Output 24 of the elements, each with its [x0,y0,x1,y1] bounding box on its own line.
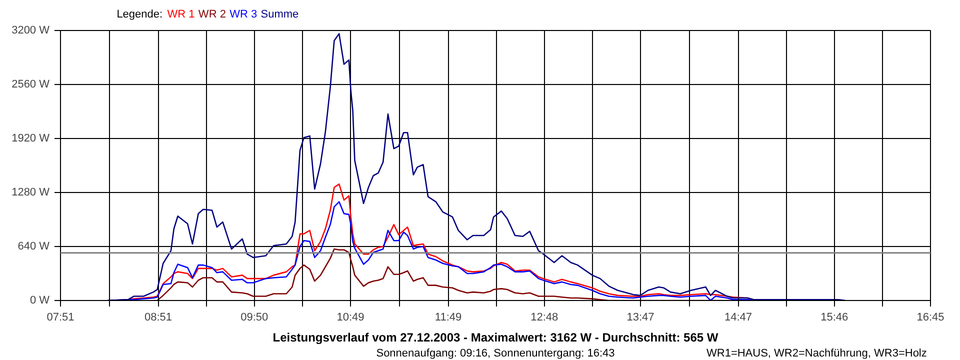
x-tick-label: 16:45 [916,312,944,324]
text: WR 1 [167,8,195,20]
x-tick-label: 09:50 [240,312,268,324]
x-tick-label: 14:47 [724,312,752,324]
text: Summe [260,8,299,20]
y-tick-label: 2560 W [12,78,50,90]
y-tick-label: 3200 W [12,24,50,36]
x-tick-label: 11:49 [434,312,462,324]
text: WR 2 [198,8,226,20]
x-tick-label: 08:51 [144,312,172,324]
y-tick-label: 1280 W [12,186,50,198]
text: Sonnenaufgang: 09:16, Sonnenuntergang: 16:43 [376,348,615,360]
x-tick-label: 10:49 [336,312,364,324]
x-tick-label: 15:46 [820,312,848,324]
text: WR 3 [230,8,258,20]
x-tick-label: 12:48 [530,312,558,324]
y-tick-label: 1920 W [12,132,50,144]
x-tick-label: 07:51 [46,312,74,324]
text: Leistungsverlauf vom 27.12.2003 - Maximalwert: 3162 W - Durchschnitt: 565 W [272,330,719,344]
text: WR1=HAUS, WR2=Nachführung, WR3=Holz [706,348,927,360]
y-tick-label: 640 W [18,240,50,252]
legend-title: Legende: [116,8,163,20]
y-tick-label: 0 W [30,294,50,306]
x-tick-label: 13:47 [626,312,654,324]
